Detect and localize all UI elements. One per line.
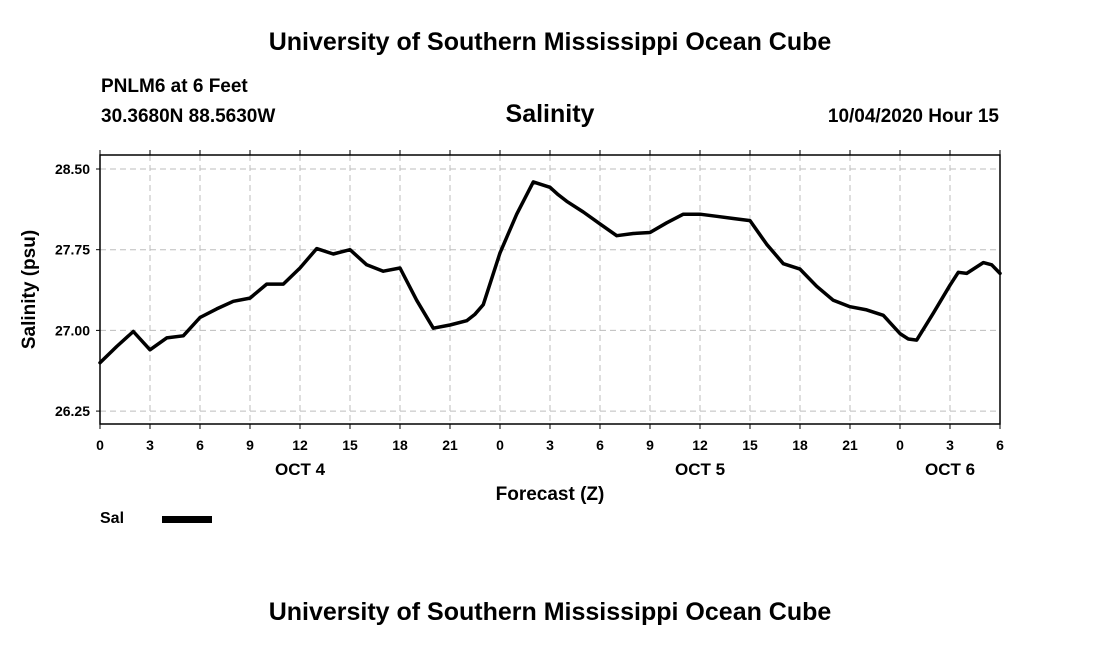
x-tick-label: 6 [196,437,204,453]
plot-frame [99,154,1001,425]
x-tick-label: 18 [392,437,408,453]
y-tick-label: 26.25 [55,403,90,419]
x-tick-label: 3 [546,437,554,453]
bottom-title: University of Southern Mississippi Ocean… [268,598,832,626]
day-label: OCT 4 [275,460,326,479]
legend-swatch-sal [162,516,212,523]
x-tick-label: 6 [596,437,604,453]
chart-title: Salinity [505,100,595,128]
top-title: University of Southern Mississippi Ocean… [268,28,832,56]
x-tick-label: 21 [842,437,858,453]
x-tick-label: 15 [342,437,358,453]
x-tick-label: 3 [946,437,954,453]
station-label: PNLM6 at 6 Feet [101,76,248,97]
x-tick-label: 0 [496,437,504,453]
y-axis-label: Salinity (psu) [19,230,40,349]
legend-label: Sal [100,510,125,527]
x-tick-label: 15 [742,437,758,453]
x-tick-label: 9 [246,437,254,453]
day-label: OCT 5 [675,460,725,479]
x-axis-label: Forecast (Z) [496,484,605,505]
day-label: OCT 6 [925,460,975,479]
x-tick-label: 9 [646,437,654,453]
y-tick-label: 28.50 [55,161,90,177]
x-tick-label: 0 [896,437,904,453]
x-tick-label: 21 [442,437,458,453]
datetime-label: 10/04/2020 Hour 15 [827,106,999,127]
x-tick-label: 6 [996,437,1004,453]
x-tick-label: 12 [292,437,308,453]
x-tick-label: 18 [792,437,808,453]
y-tick-label: 27.75 [55,242,90,258]
coordinates-label: 30.3680N 88.5630W [101,106,276,127]
x-tick-label: 0 [96,437,104,453]
x-tick-label: 3 [146,437,154,453]
y-tick-label: 27.00 [55,322,90,338]
x-tick-label: 12 [692,437,708,453]
series-line-sal [98,180,1002,365]
